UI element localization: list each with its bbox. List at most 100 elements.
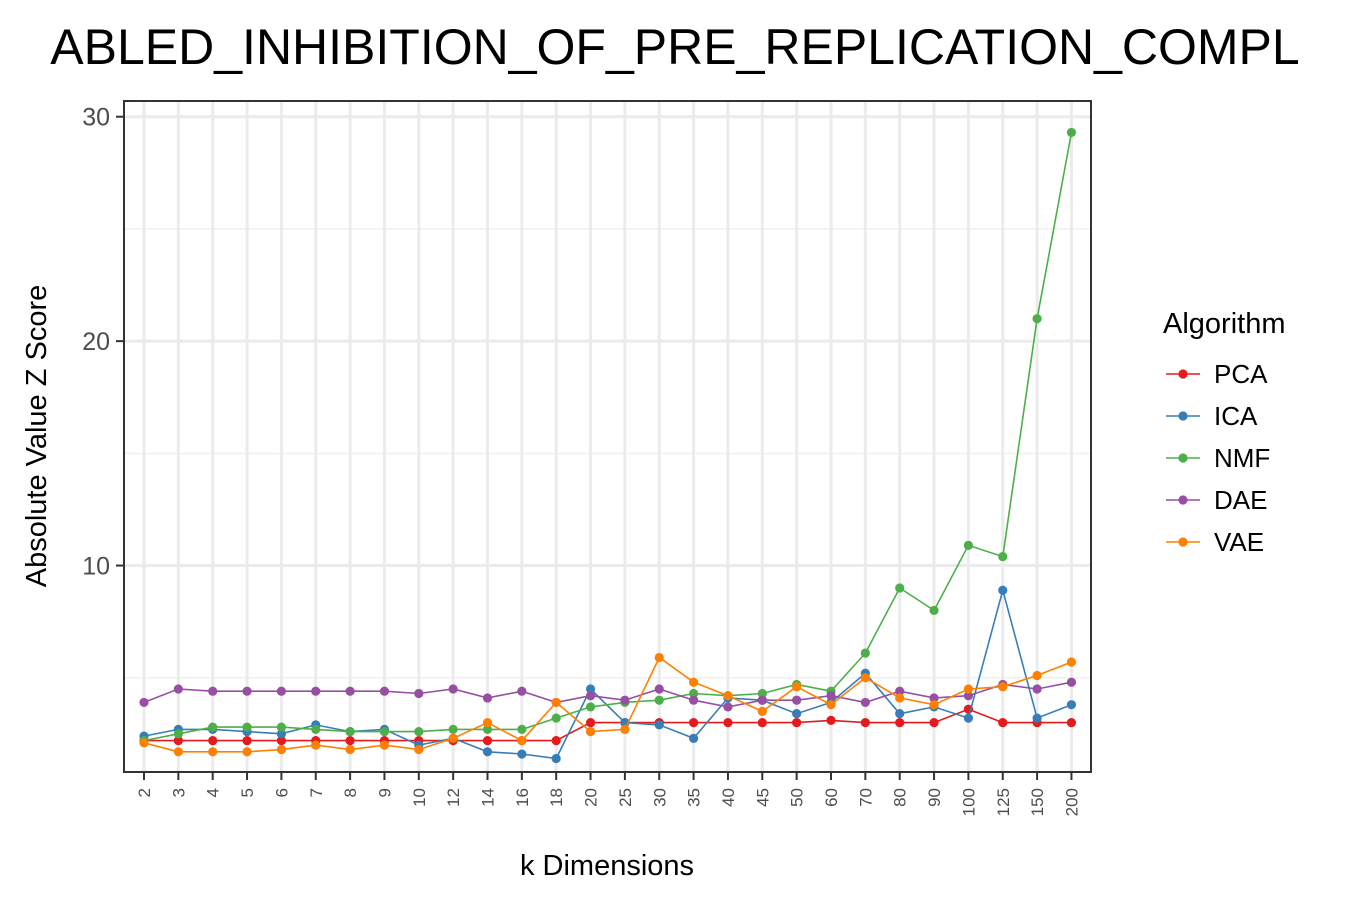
x-tick-label: 6 bbox=[272, 788, 291, 797]
data-point-nmf bbox=[1032, 314, 1042, 324]
legend-label: ICA bbox=[1214, 401, 1258, 431]
data-point-dae bbox=[585, 691, 596, 701]
data-point-pca bbox=[208, 735, 218, 746]
data-point-nmf bbox=[551, 713, 561, 723]
data-point-ica bbox=[585, 684, 596, 694]
x-axis-title: k Dimensions bbox=[520, 850, 694, 882]
series-line-dae bbox=[143, 681, 1072, 708]
data-point-vae bbox=[1032, 670, 1042, 681]
data-point-ica bbox=[551, 753, 561, 764]
data-point-vae bbox=[963, 684, 974, 694]
data-point-pca bbox=[998, 718, 1008, 728]
data-point-vae bbox=[689, 677, 699, 687]
series-line-pca bbox=[144, 708, 1072, 742]
legend-item-nmf: NMF bbox=[1166, 443, 1270, 473]
data-point-dae bbox=[723, 702, 733, 712]
data-point-nmf bbox=[379, 727, 390, 737]
x-tick-label: 7 bbox=[307, 788, 326, 797]
data-point-dae bbox=[482, 693, 493, 703]
data-point-nmf bbox=[998, 551, 1008, 562]
data-point-vae bbox=[895, 693, 905, 703]
data-point-dae bbox=[379, 686, 390, 696]
x-tick-label: 20 bbox=[582, 788, 601, 807]
data-point-dae bbox=[620, 695, 630, 705]
data-point-vae bbox=[585, 727, 596, 737]
legend-title: Algorithm bbox=[1163, 308, 1286, 340]
x-tick-label: 40 bbox=[719, 788, 738, 807]
data-point-nmf bbox=[517, 724, 527, 734]
data-point-vae bbox=[792, 682, 802, 692]
x-tick-label: 9 bbox=[375, 788, 394, 797]
data-point-vae bbox=[379, 740, 390, 750]
data-point-nmf bbox=[173, 729, 183, 739]
x-tick-label: 8 bbox=[341, 788, 360, 797]
legend-item-ica: ICA bbox=[1166, 401, 1258, 431]
series-dae bbox=[139, 677, 1077, 712]
data-point-vae bbox=[173, 747, 183, 757]
data-point-nmf bbox=[482, 724, 493, 734]
x-tick-label: 200 bbox=[1062, 788, 1081, 816]
series-vae bbox=[139, 652, 1077, 757]
grid bbox=[124, 101, 1091, 772]
data-point-vae bbox=[345, 744, 355, 755]
series-line-ica bbox=[143, 587, 1072, 760]
data-point-dae bbox=[654, 684, 664, 694]
plot-series bbox=[139, 127, 1077, 764]
y-tick-label: 10 bbox=[82, 553, 110, 581]
data-point-ica bbox=[792, 709, 802, 719]
x-tick-label: 35 bbox=[685, 788, 704, 807]
data-point-dae bbox=[895, 686, 905, 696]
x-tick-label: 25 bbox=[616, 788, 635, 807]
data-point-vae bbox=[929, 700, 939, 710]
data-point-dae bbox=[208, 686, 218, 696]
x-tick-label: 5 bbox=[238, 788, 257, 797]
data-point-dae bbox=[1032, 684, 1042, 694]
data-point-nmf bbox=[1066, 127, 1077, 138]
data-point-pca bbox=[345, 735, 355, 746]
x-tick-label: 125 bbox=[994, 788, 1013, 816]
data-point-vae bbox=[517, 735, 527, 746]
data-point-vae bbox=[860, 673, 870, 683]
data-point-nmf bbox=[345, 727, 355, 737]
data-point-pca bbox=[276, 735, 286, 746]
legend-item-vae: VAE bbox=[1166, 527, 1264, 557]
data-point-pca bbox=[860, 718, 870, 728]
data-point-vae bbox=[826, 700, 836, 710]
data-point-dae bbox=[757, 695, 767, 705]
data-point-dae bbox=[173, 684, 183, 694]
data-point-nmf bbox=[860, 648, 870, 658]
data-point-dae bbox=[929, 693, 939, 703]
x-tick-label: 30 bbox=[650, 788, 669, 807]
x-tick-label: 80 bbox=[891, 788, 910, 807]
data-point-nmf bbox=[929, 605, 939, 616]
data-point-vae bbox=[551, 697, 561, 708]
legend-label: PCA bbox=[1214, 359, 1268, 389]
data-point-dae bbox=[517, 686, 527, 696]
chart-title: ABLED_INHIBITION_OF_PRE_REPLICATION_COMP… bbox=[50, 19, 1299, 75]
data-point-vae bbox=[242, 747, 252, 757]
data-point-dae bbox=[276, 686, 286, 696]
data-point-vae bbox=[757, 706, 767, 717]
data-point-vae bbox=[208, 747, 218, 757]
data-point-ica bbox=[895, 709, 905, 719]
data-point-nmf bbox=[654, 695, 664, 705]
data-point-vae bbox=[654, 652, 664, 663]
data-point-dae bbox=[792, 695, 802, 705]
legend-label: VAE bbox=[1214, 527, 1264, 557]
legend-key-point bbox=[1178, 411, 1188, 421]
legend-key-point bbox=[1178, 453, 1188, 463]
data-point-pca bbox=[792, 718, 802, 728]
series-line-vae bbox=[143, 656, 1072, 753]
data-point-dae bbox=[311, 686, 321, 696]
x-tick-label: 10 bbox=[410, 788, 429, 807]
data-point-ica bbox=[482, 747, 493, 757]
data-point-nmf bbox=[963, 540, 974, 550]
legend-item-pca: PCA bbox=[1166, 359, 1268, 389]
data-point-dae bbox=[242, 686, 252, 696]
x-tick-label: 90 bbox=[925, 788, 944, 807]
x-tick-label: 14 bbox=[479, 788, 498, 807]
legend-key-point bbox=[1178, 495, 1188, 505]
data-point-ica bbox=[654, 720, 664, 730]
